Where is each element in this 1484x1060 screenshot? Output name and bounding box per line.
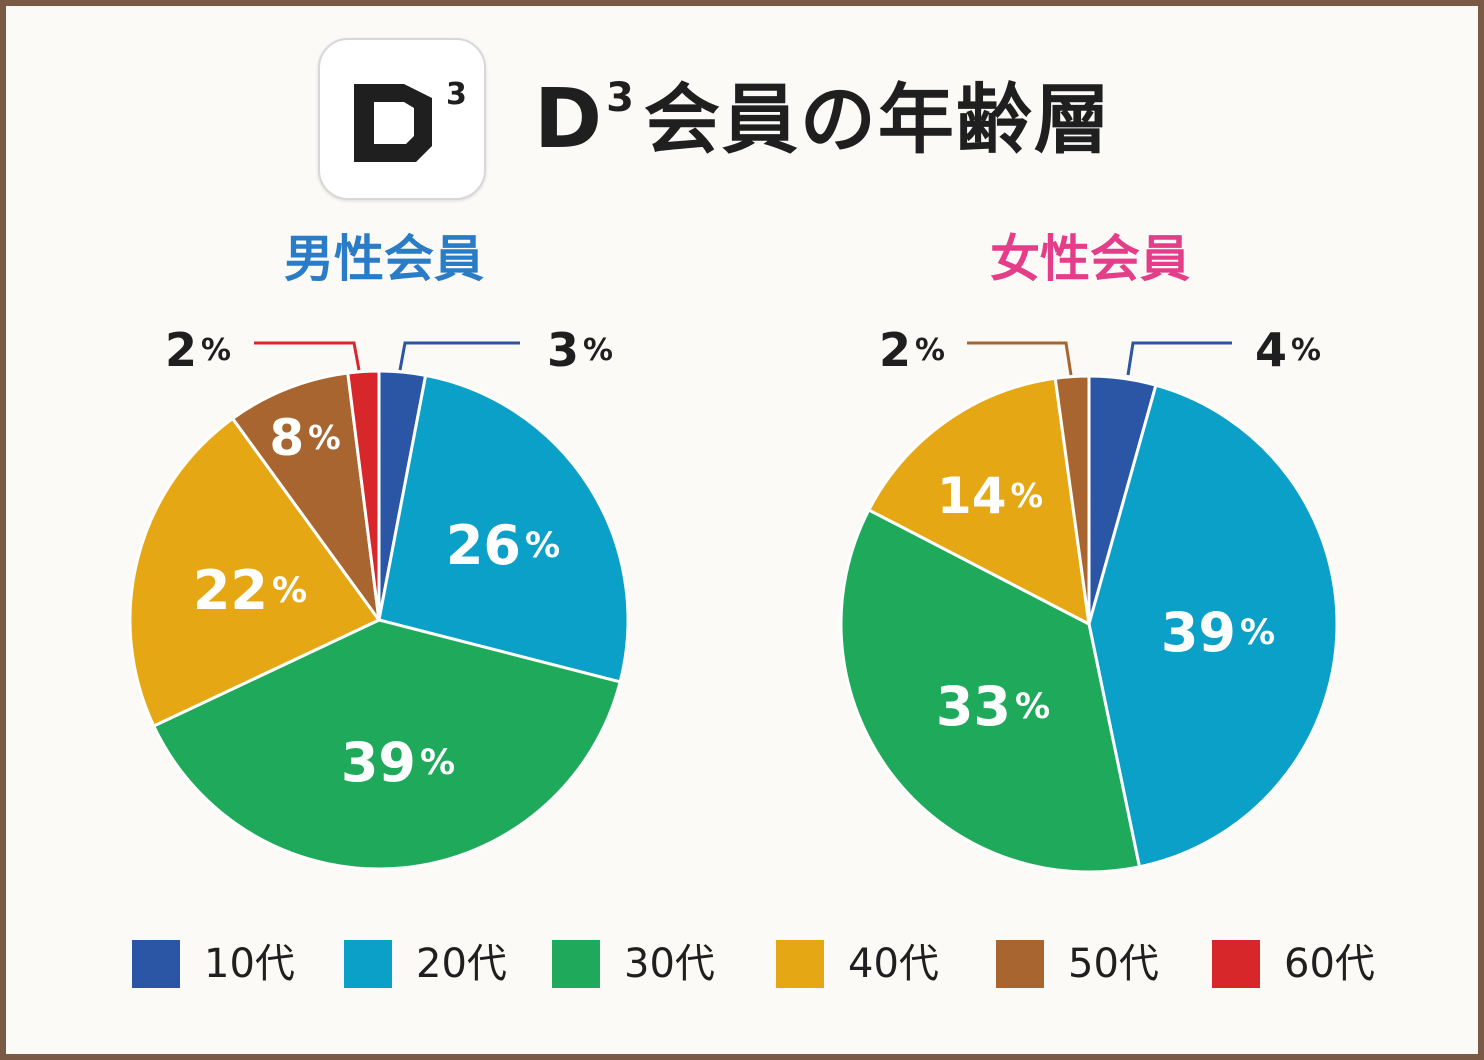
label-unit: % <box>308 419 341 457</box>
label-unit: % <box>272 570 307 611</box>
label-unit: % <box>1291 333 1321 368</box>
female-slice-2 <box>839 507 1142 874</box>
label-value: 39 <box>341 731 416 794</box>
female-data-label-0: 4% <box>1255 323 1321 377</box>
label-unit: % <box>420 742 455 783</box>
male-data-label-4: 8% <box>269 409 340 467</box>
legend-label: 10代 <box>204 941 295 987</box>
legend-swatch <box>132 940 180 988</box>
legend-item-30s: 30代 <box>552 934 715 994</box>
label-unit: % <box>915 333 945 368</box>
male-slice-4 <box>230 371 381 621</box>
label-value: 14 <box>937 467 1007 525</box>
logo-superscript: 3 <box>446 77 467 112</box>
label-value: 2 <box>879 323 911 377</box>
label-value: 22 <box>193 559 268 622</box>
legend-label: 50代 <box>1068 941 1159 987</box>
female-data-label-2: 33% <box>936 675 1050 738</box>
label-value: 2 <box>165 323 197 377</box>
label-value: 4 <box>1255 323 1287 377</box>
male-slice-1 <box>377 373 630 684</box>
legend-item-60s: 60代 <box>1212 934 1375 994</box>
legend-swatch <box>344 940 392 988</box>
title-superscript: 3 <box>606 75 634 121</box>
legend-item-50s: 50代 <box>996 934 1159 994</box>
legend-swatch <box>776 940 824 988</box>
label-unit: % <box>583 333 613 368</box>
label-unit: % <box>1015 686 1050 727</box>
female-slice-4 <box>1053 374 1091 625</box>
female-slice-1 <box>1087 383 1339 869</box>
male-leader-line-0 <box>398 341 520 371</box>
legend-label: 60代 <box>1284 941 1375 987</box>
female-slice-3 <box>866 376 1091 627</box>
male-slice-2 <box>151 618 623 871</box>
female-data-label-4: 2% <box>879 323 945 377</box>
male-data-label-2: 39% <box>341 731 455 794</box>
legend-swatch <box>552 940 600 988</box>
title-letter: D <box>534 72 603 167</box>
legend-label: 30代 <box>624 941 715 987</box>
label-value: 8 <box>269 409 304 467</box>
legend-swatch <box>1212 940 1260 988</box>
legend-label: 20代 <box>416 941 507 987</box>
female-leader-line-4 <box>967 341 1073 376</box>
label-unit: % <box>1240 612 1275 653</box>
page-title: D 3 会員の年齢層 <box>534 70 1112 170</box>
male-pie-chart: 3 %26 %39 %22 %8 %2% <box>128 323 630 871</box>
male-data-label-1: 26% <box>446 514 560 577</box>
label-unit: % <box>201 333 231 368</box>
male-leader-line-5 <box>254 341 361 371</box>
male-slice-5 <box>346 369 381 621</box>
male-data-label-3: 22% <box>193 559 307 622</box>
female-pie-chart: 4 %39 %33 %14 %2% <box>839 323 1339 874</box>
d3-logo-icon: 3 <box>354 77 467 162</box>
label-value: 3 <box>547 323 579 377</box>
female-data-label-1: 39% <box>1161 601 1275 664</box>
legend-swatch <box>996 940 1044 988</box>
title-text: 会員の年齢層 <box>643 75 1112 164</box>
female-chart-title: 女性会員 <box>990 230 1190 288</box>
male-data-label-0: 3% <box>547 323 613 377</box>
label-unit: % <box>525 525 560 566</box>
male-data-label-5: 2% <box>165 323 231 377</box>
legend: 10代 20代 30代 40代 50代 60代 <box>132 934 1375 994</box>
label-value: 26 <box>446 514 521 577</box>
label-unit: % <box>1011 477 1044 515</box>
label-value: 33 <box>936 675 1011 738</box>
legend-item-10s: 10代 <box>132 934 295 994</box>
legend-item-20s: 20代 <box>344 934 507 994</box>
male-chart-title: 男性会員 <box>284 230 484 288</box>
d3-logo: 3 <box>318 38 486 200</box>
legend-item-40s: 40代 <box>776 934 939 994</box>
legend-label: 40代 <box>848 941 939 987</box>
label-value: 39 <box>1161 601 1236 664</box>
male-slice-3 <box>128 416 382 729</box>
female-data-label-3: 14% <box>937 467 1043 525</box>
female-leader-line-0 <box>1126 341 1232 376</box>
